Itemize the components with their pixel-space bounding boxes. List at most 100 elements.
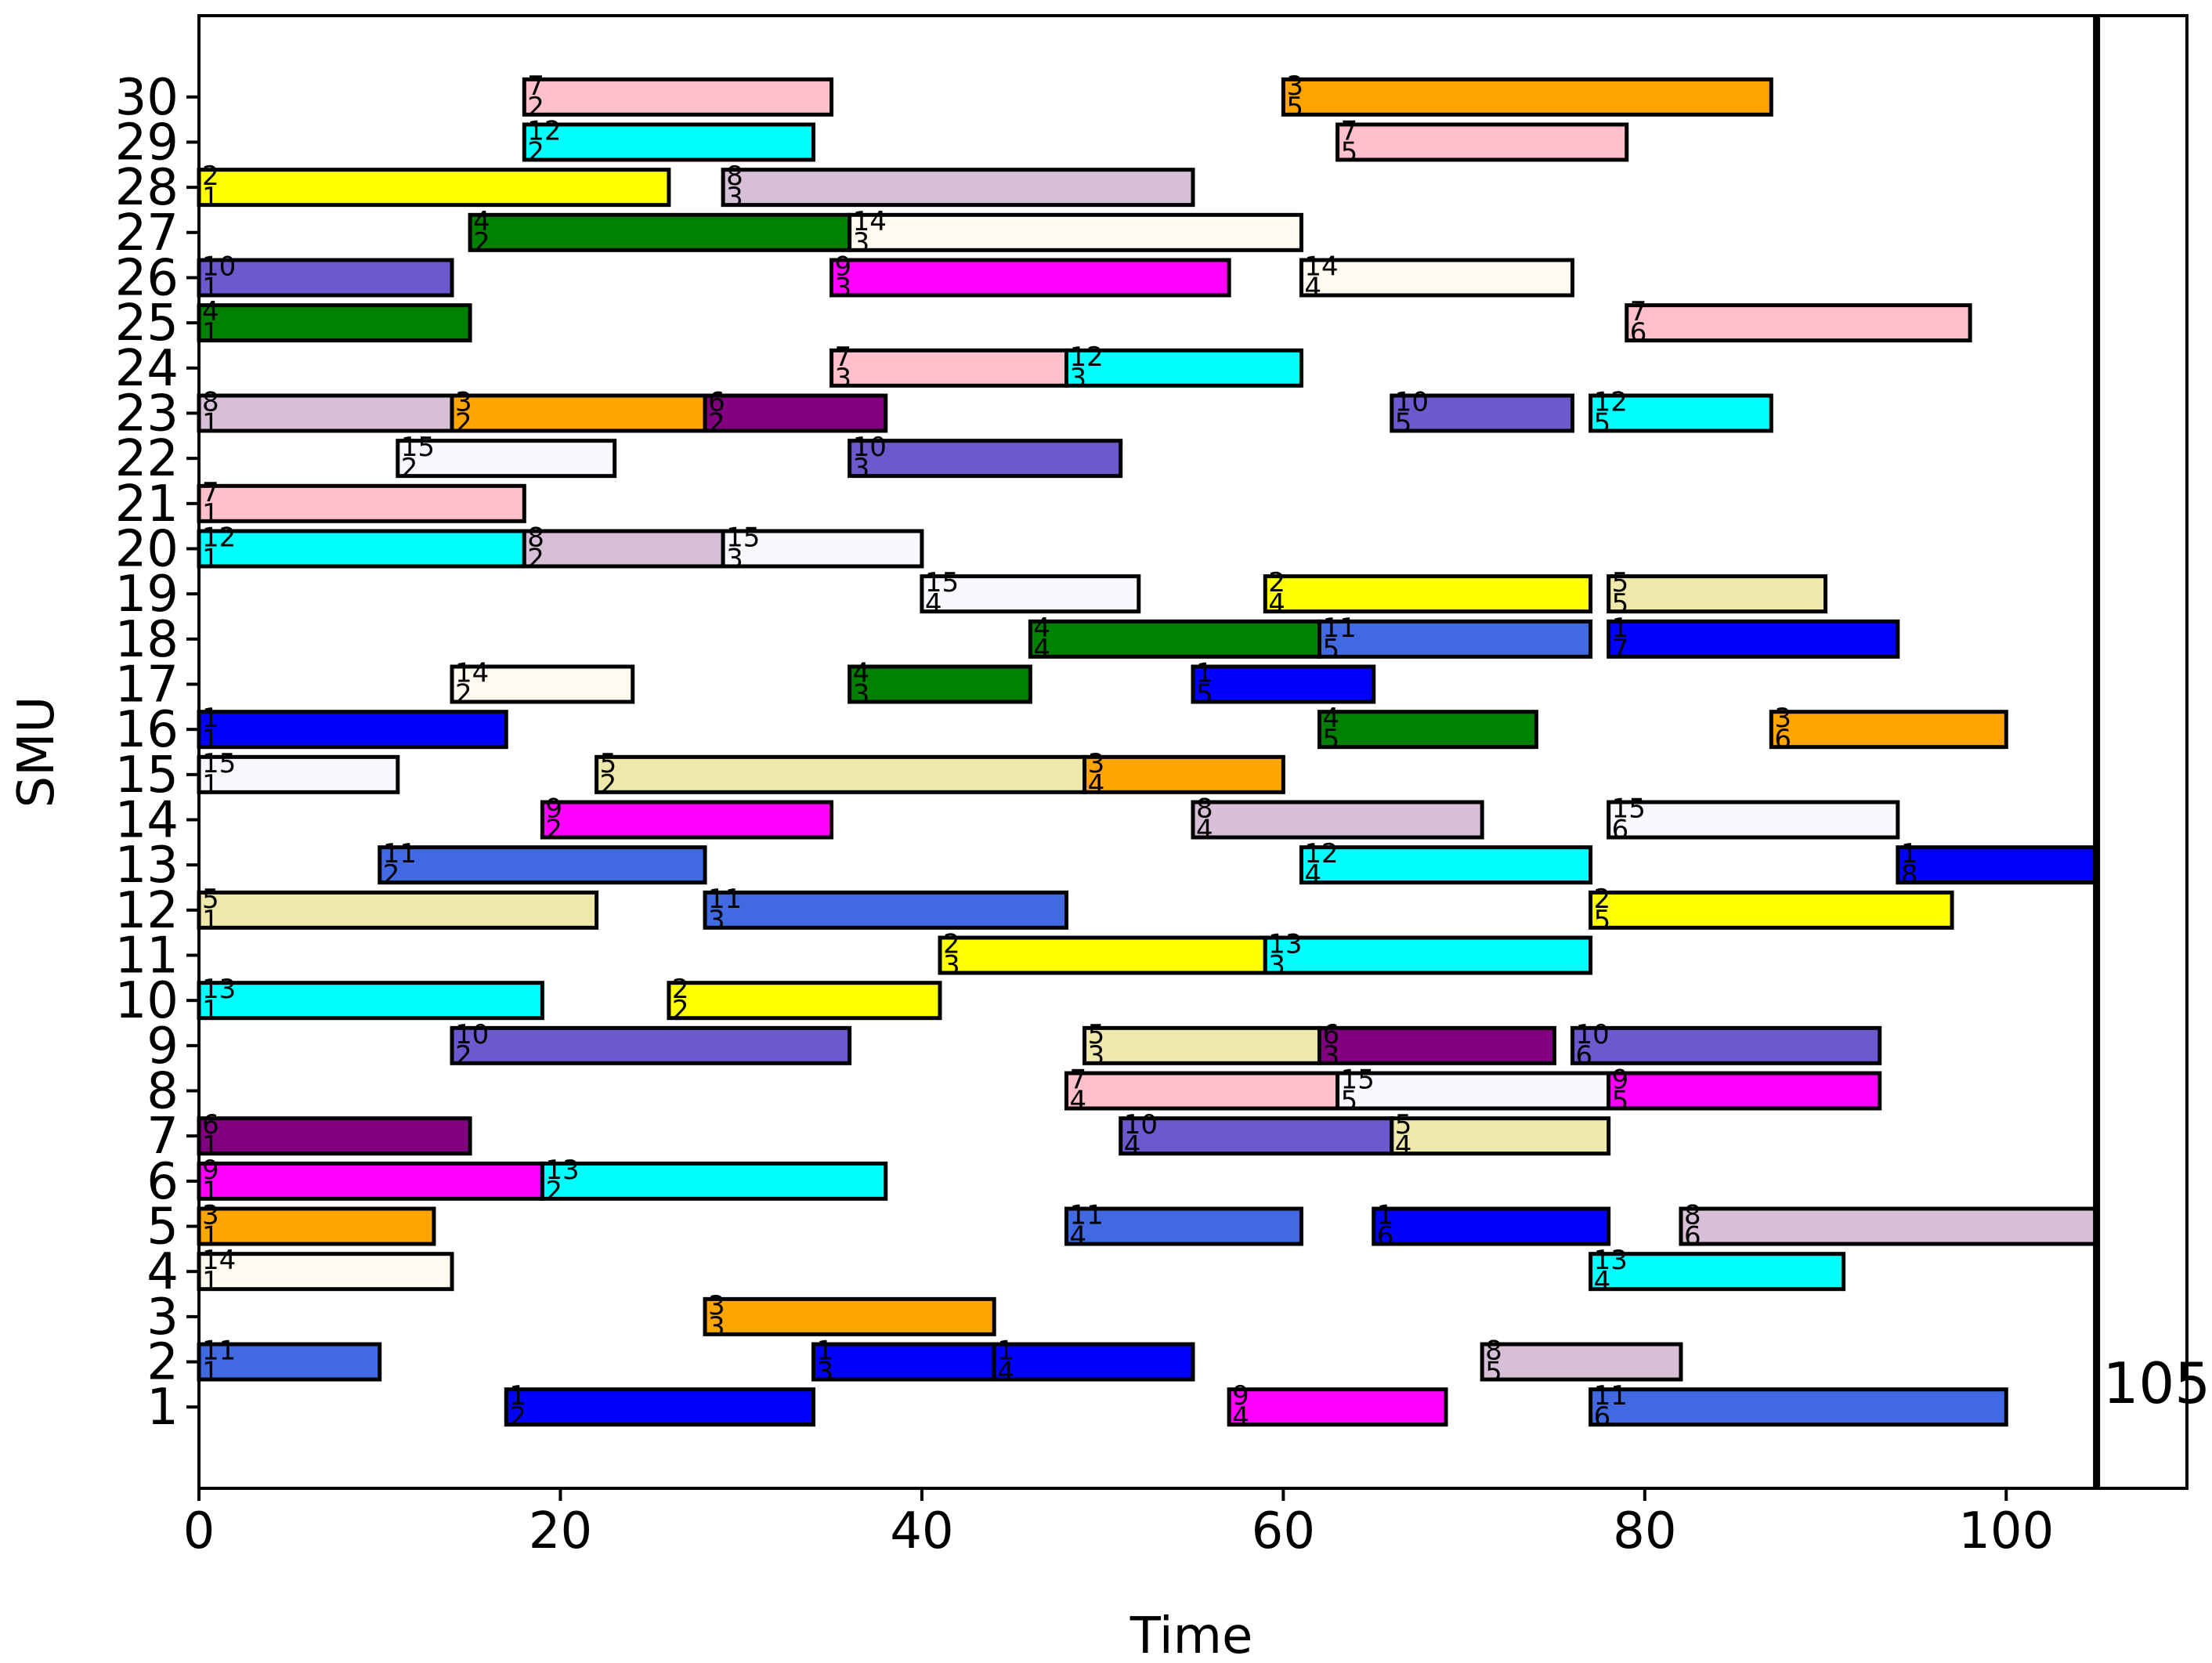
- task-bar-group: 16: [1372, 1200, 1611, 1253]
- task-bar-group: 85: [1480, 1336, 1683, 1388]
- task-bar: [1769, 710, 2008, 750]
- task-op-label: 6: [1576, 1040, 1593, 1072]
- task-op-label: 4: [997, 1357, 1014, 1388]
- task-bar: [197, 981, 544, 1021]
- task-op-label: 5: [1594, 407, 1611, 439]
- task-bar: [450, 393, 707, 433]
- task-job-label: 7: [1069, 1065, 1086, 1096]
- task-bar-group: 121: [197, 522, 526, 574]
- task-bar-group: 82: [522, 522, 725, 574]
- task-bar: [595, 754, 1087, 794]
- task-bar: [522, 77, 834, 117]
- task-op-label: 3: [1323, 1040, 1340, 1072]
- task-op-label: 4: [1069, 1086, 1086, 1117]
- task-job-label: 1: [997, 1336, 1014, 1367]
- task-bar-group: 32: [450, 386, 707, 439]
- task-bar-group: 94: [1227, 1380, 1448, 1433]
- task-bar-group: 83: [721, 161, 1195, 213]
- task-bar-group: 113: [703, 884, 1068, 936]
- task-bar: [848, 664, 1032, 704]
- task-bar-group: 125: [1589, 386, 1773, 439]
- y-tick-label: 15: [115, 747, 179, 804]
- task-op-label: 5: [1594, 905, 1611, 936]
- task-job-label: 3: [1088, 748, 1105, 779]
- task-bar: [1191, 664, 1376, 704]
- x-axis-ticks: 0 20 40 60 80 100: [183, 1488, 2054, 1560]
- task-job-label: 12: [1304, 838, 1338, 869]
- task-bar: [1028, 619, 1322, 659]
- task-op-label: 1: [202, 182, 219, 213]
- task-job-label: 7: [1630, 296, 1647, 327]
- task-job-label: 9: [202, 1155, 219, 1186]
- task-bar-group: 51: [197, 884, 599, 936]
- task-op-label: 2: [455, 678, 472, 710]
- task-bar-group: 25: [1589, 884, 1954, 936]
- task-job-label: 11: [1594, 1380, 1628, 1412]
- task-bar: [1589, 393, 1773, 433]
- task-op-label: 1: [202, 724, 219, 755]
- task-op-label: 2: [545, 815, 562, 846]
- task-bar: [938, 935, 1267, 975]
- task-job-label: 14: [853, 206, 887, 237]
- task-bar: [1607, 800, 1900, 840]
- task-bar-group: 111: [197, 1336, 382, 1388]
- task-job-label: 10: [1124, 1109, 1158, 1141]
- task-job-label: 9: [1612, 1065, 1629, 1096]
- task-job-label: 4: [853, 657, 870, 689]
- y-tick-label: 20: [115, 520, 179, 578]
- task-bar: [1372, 1206, 1611, 1246]
- task-bar-group: 95: [1607, 1065, 1882, 1117]
- task-bar: [1317, 1025, 1556, 1065]
- y-tick-label: 29: [115, 114, 179, 172]
- task-bar-group: 62: [703, 386, 888, 439]
- task-bar-group: 141: [197, 1245, 454, 1297]
- task-bar-group: 52: [595, 748, 1087, 801]
- task-job-label: 2: [1594, 884, 1611, 915]
- task-job-label: 15: [1612, 794, 1646, 825]
- task-job-label: 8: [202, 386, 219, 418]
- task-bar: [540, 1161, 888, 1201]
- task-op-label: 2: [545, 1176, 562, 1207]
- task-bar-group: 63: [1317, 1019, 1556, 1072]
- task-bar: [197, 258, 454, 298]
- task-bar-group: 44: [1028, 613, 1322, 665]
- y-tick-label: 14: [115, 792, 179, 850]
- task-bar-group: 124: [1299, 838, 1593, 891]
- task-bar-group: 14: [992, 1336, 1195, 1388]
- task-op-label: 3: [726, 543, 743, 574]
- task-job-label: 13: [202, 974, 236, 1005]
- y-tick-label: 1: [146, 1379, 179, 1437]
- task-bar: [522, 529, 725, 569]
- task-op-label: 3: [853, 227, 870, 258]
- task-job-label: 5: [600, 748, 617, 779]
- task-bar: [197, 483, 526, 523]
- task-op-label: 5: [1323, 634, 1340, 665]
- task-job-label: 9: [835, 251, 852, 282]
- task-bar-group: 71: [197, 477, 526, 530]
- task-bar-group: 84: [1191, 794, 1484, 846]
- task-bar-group: 143: [848, 206, 1303, 258]
- task-bar: [667, 981, 942, 1021]
- task-job-label: 8: [1485, 1336, 1502, 1367]
- task-job-label: 15: [925, 567, 959, 598]
- task-job-label: 9: [1232, 1380, 1249, 1412]
- task-job-label: 14: [202, 1245, 236, 1276]
- task-bar: [703, 393, 888, 433]
- task-bar: [830, 348, 1068, 388]
- y-tick-label: 2: [146, 1334, 179, 1392]
- task-bar: [197, 168, 671, 208]
- task-op-label: 2: [455, 407, 472, 439]
- task-job-label: 6: [202, 1109, 219, 1141]
- task-bar: [1625, 303, 1972, 343]
- task-bar: [540, 800, 834, 840]
- task-bar-group: 91: [197, 1155, 544, 1207]
- y-tick-label: 24: [115, 340, 179, 398]
- task-bar-group: 45: [1317, 703, 1538, 755]
- task-bar-group: 17: [1607, 613, 1900, 665]
- task-op-label: 3: [816, 1357, 833, 1388]
- task-op-label: 1: [202, 1221, 219, 1253]
- task-job-label: 2: [943, 929, 960, 960]
- task-job-label: 13: [1268, 929, 1302, 960]
- task-bar: [992, 1342, 1195, 1382]
- task-job-label: 4: [1033, 613, 1050, 644]
